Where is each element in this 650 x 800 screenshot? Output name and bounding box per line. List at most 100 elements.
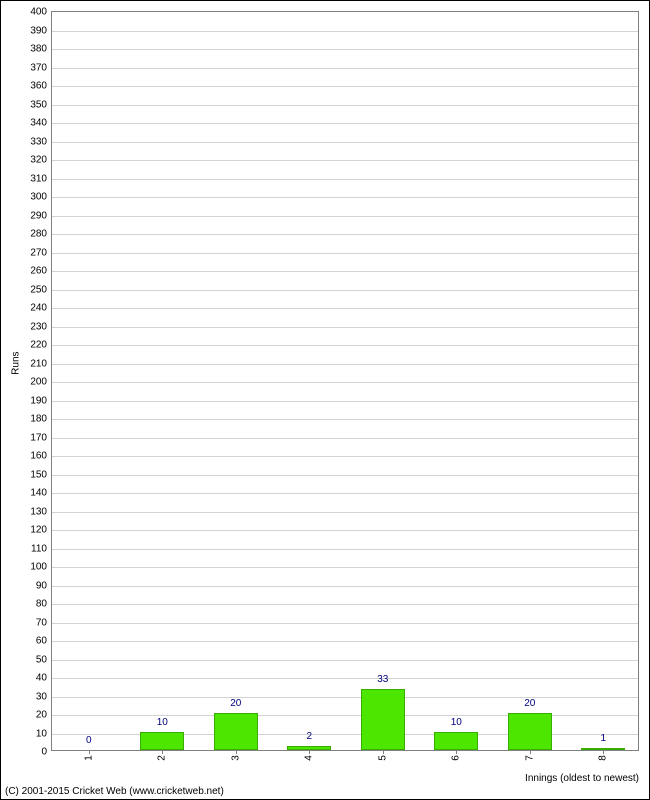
ytick-label: 170 bbox=[30, 432, 47, 443]
gridline bbox=[52, 697, 638, 698]
gridline bbox=[52, 216, 638, 217]
bar-value-label: 10 bbox=[157, 717, 168, 728]
gridline bbox=[52, 456, 638, 457]
bar bbox=[140, 732, 184, 751]
gridline bbox=[52, 345, 638, 346]
ytick-label: 250 bbox=[30, 284, 47, 295]
gridline bbox=[52, 604, 638, 605]
x-axis-label: Innings (oldest to newest) bbox=[525, 773, 639, 784]
gridline bbox=[52, 253, 638, 254]
gridline bbox=[52, 142, 638, 143]
gridline bbox=[52, 290, 638, 291]
bar-value-label: 1 bbox=[600, 733, 606, 744]
gridline bbox=[52, 160, 638, 161]
ytick-label: 390 bbox=[30, 25, 47, 36]
ytick-label: 370 bbox=[30, 62, 47, 73]
ytick-label: 110 bbox=[31, 543, 47, 554]
ytick-label: 140 bbox=[30, 488, 47, 499]
ytick-label: 90 bbox=[36, 580, 47, 591]
ytick-label: 210 bbox=[30, 358, 47, 369]
gridline bbox=[52, 86, 638, 87]
gridline bbox=[52, 493, 638, 494]
ytick-label: 280 bbox=[30, 229, 47, 240]
ytick-label: 330 bbox=[30, 136, 47, 147]
bar bbox=[434, 732, 478, 751]
gridline bbox=[52, 438, 638, 439]
xtick-label: 4 bbox=[304, 755, 315, 761]
gridline bbox=[52, 419, 638, 420]
ytick-label: 380 bbox=[30, 44, 47, 55]
gridline bbox=[52, 234, 638, 235]
ytick-label: 230 bbox=[30, 321, 47, 332]
ytick-label: 320 bbox=[30, 155, 47, 166]
gridline bbox=[52, 327, 638, 328]
gridline bbox=[52, 586, 638, 587]
xtick-label: 2 bbox=[157, 755, 168, 761]
bar bbox=[361, 689, 405, 750]
ytick-label: 180 bbox=[30, 414, 47, 425]
gridline bbox=[52, 271, 638, 272]
gridline bbox=[52, 31, 638, 32]
xtick-mark bbox=[530, 750, 531, 754]
gridline bbox=[52, 68, 638, 69]
ytick-label: 160 bbox=[30, 451, 47, 462]
ytick-label: 60 bbox=[36, 636, 47, 647]
gridline bbox=[52, 364, 638, 365]
ytick-label: 80 bbox=[36, 599, 47, 610]
bar-value-label: 2 bbox=[306, 731, 312, 742]
ytick-label: 290 bbox=[30, 210, 47, 221]
xtick-label: 7 bbox=[524, 755, 535, 761]
bar-value-label: 0 bbox=[86, 735, 92, 746]
ytick-label: 70 bbox=[36, 617, 47, 628]
gridline bbox=[52, 401, 638, 402]
ytick-label: 220 bbox=[30, 340, 47, 351]
ytick-label: 30 bbox=[36, 691, 47, 702]
ytick-label: 340 bbox=[30, 118, 47, 129]
ytick-label: 20 bbox=[36, 710, 47, 721]
ytick-label: 360 bbox=[30, 81, 47, 92]
gridline bbox=[52, 567, 638, 568]
gridline bbox=[52, 382, 638, 383]
gridline bbox=[52, 660, 638, 661]
ytick-label: 50 bbox=[36, 654, 47, 665]
gridline bbox=[52, 197, 638, 198]
ytick-label: 100 bbox=[30, 562, 47, 573]
ytick-label: 40 bbox=[36, 673, 47, 684]
gridline bbox=[52, 179, 638, 180]
xtick-label: 1 bbox=[83, 755, 94, 761]
xtick-mark bbox=[89, 750, 90, 754]
gridline bbox=[52, 641, 638, 642]
y-axis-label: Runs bbox=[11, 351, 22, 374]
bar-value-label: 33 bbox=[377, 674, 388, 685]
ytick-label: 350 bbox=[30, 99, 47, 110]
ytick-label: 300 bbox=[30, 192, 47, 203]
xtick-mark bbox=[162, 750, 163, 754]
plot-area: 0102030405060708090100110120130140150160… bbox=[51, 11, 639, 751]
xtick-mark bbox=[309, 750, 310, 754]
gridline bbox=[52, 123, 638, 124]
chart-container: 0102030405060708090100110120130140150160… bbox=[0, 0, 650, 800]
xtick-label: 3 bbox=[230, 755, 241, 761]
ytick-label: 0 bbox=[41, 747, 47, 758]
footer-copyright: (C) 2001-2015 Cricket Web (www.cricketwe… bbox=[5, 786, 224, 797]
ytick-label: 400 bbox=[30, 7, 47, 18]
ytick-label: 190 bbox=[30, 395, 47, 406]
gridline bbox=[52, 530, 638, 531]
gridline bbox=[52, 623, 638, 624]
gridline bbox=[52, 678, 638, 679]
gridline bbox=[52, 475, 638, 476]
ytick-label: 310 bbox=[30, 173, 47, 184]
ytick-label: 10 bbox=[36, 728, 47, 739]
gridline bbox=[52, 512, 638, 513]
xtick-mark bbox=[383, 750, 384, 754]
xtick-label: 5 bbox=[377, 755, 388, 761]
bar-value-label: 20 bbox=[230, 698, 241, 709]
ytick-label: 150 bbox=[30, 469, 47, 480]
bar bbox=[508, 713, 552, 750]
gridline bbox=[52, 105, 638, 106]
xtick-mark bbox=[603, 750, 604, 754]
bar bbox=[214, 713, 258, 750]
xtick-label: 8 bbox=[598, 755, 609, 761]
ytick-label: 200 bbox=[30, 377, 47, 388]
ytick-label: 240 bbox=[30, 303, 47, 314]
